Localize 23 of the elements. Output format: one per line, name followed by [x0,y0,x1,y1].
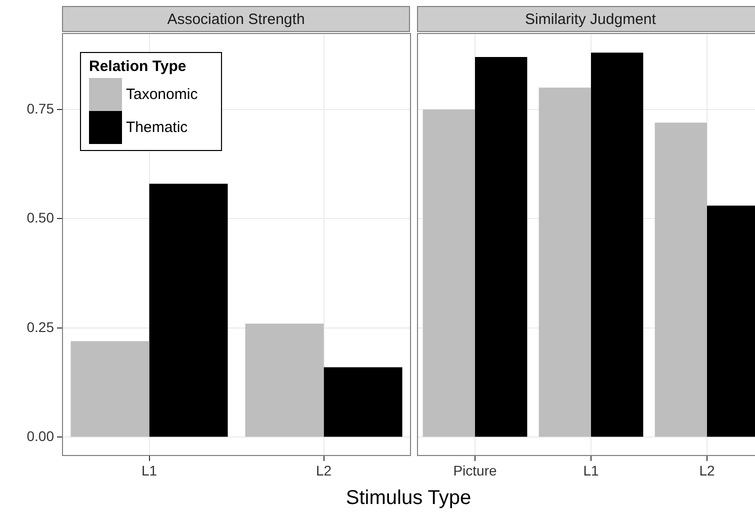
bar [538,88,591,437]
x-tick-label: L2 [699,462,715,478]
y-tick-label: 0.25 [26,318,54,335]
x-tick-label: Picture [453,462,497,478]
y-tick-label: 0.50 [26,210,54,226]
y-tick-label: 0.00 [26,428,54,444]
x-tick-label: L1 [141,462,158,478]
x-axis-title: Stimulus Type [344,487,472,510]
bar [70,341,150,437]
legend-title: Relation Type [89,58,188,75]
chart-title: Similarity Judgment [417,6,755,32]
bar [149,184,228,437]
legend-label: Thematic [126,119,188,136]
y-tick-label: 0.75 [26,100,54,116]
bar [422,109,475,437]
legend-label: Taxonomic [126,86,198,103]
x-tick-label: L2 [316,462,332,478]
bar [591,52,644,437]
bar [475,57,528,437]
chart-title: Association Strength [62,6,410,32]
bar [245,324,324,437]
x-tick-label: L1 [583,462,599,478]
bar [324,367,402,437]
